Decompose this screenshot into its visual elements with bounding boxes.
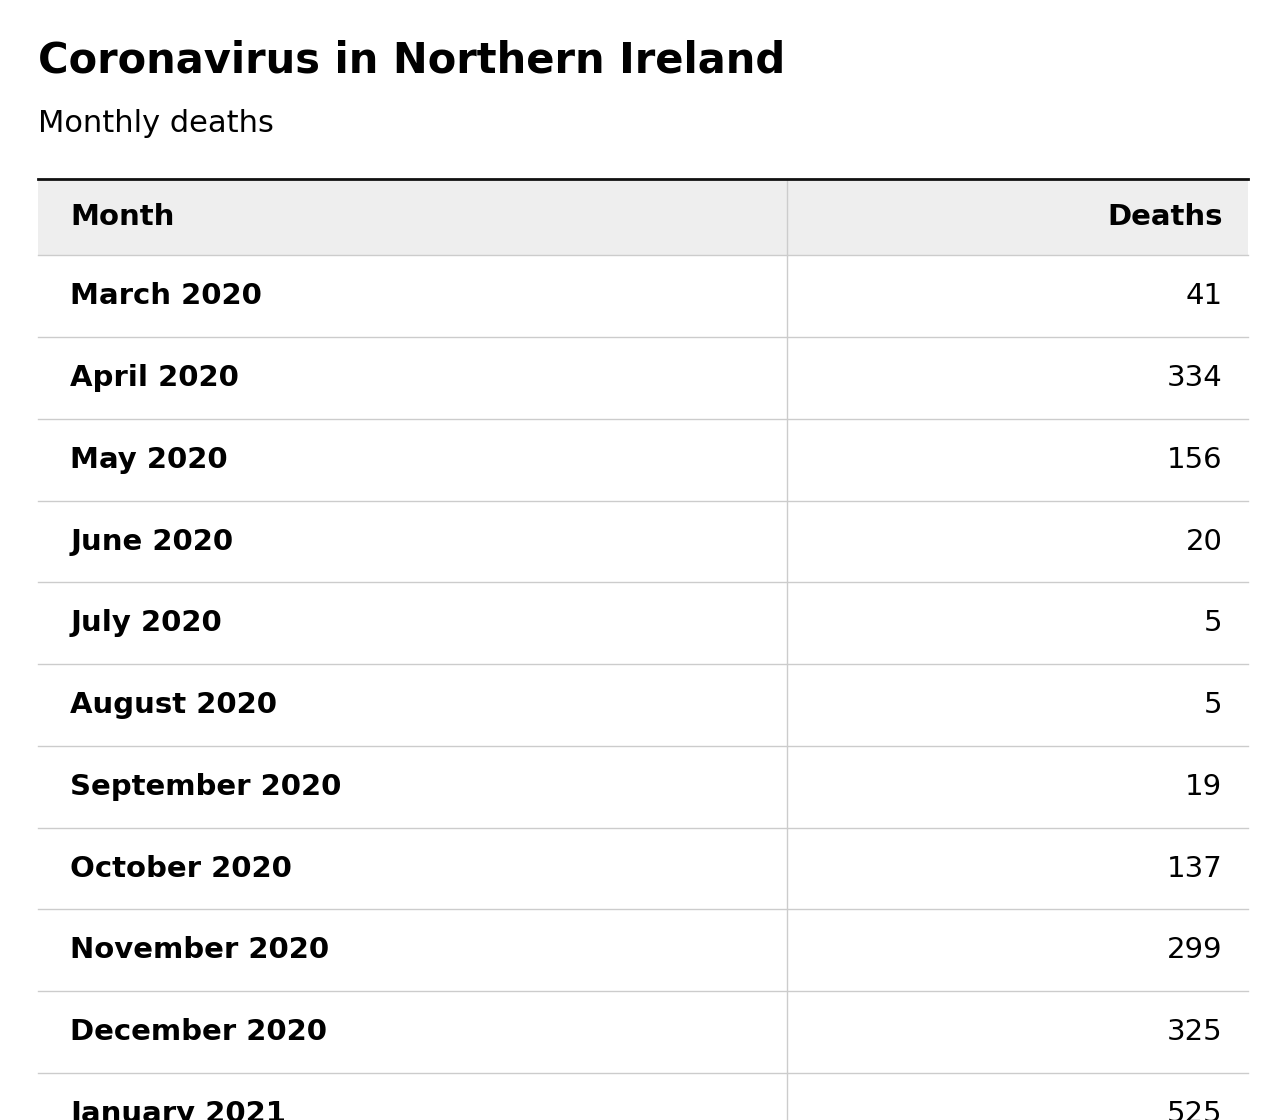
Text: May 2020: May 2020 <box>70 446 228 474</box>
Text: April 2020: April 2020 <box>70 364 239 392</box>
Text: September 2020: September 2020 <box>70 773 342 801</box>
Text: 299: 299 <box>1167 936 1222 964</box>
Text: 5: 5 <box>1204 609 1222 637</box>
Text: Month: Month <box>70 204 175 232</box>
Text: 41: 41 <box>1185 282 1222 310</box>
Text: Coronavirus in Northern Ireland: Coronavirus in Northern Ireland <box>38 39 786 82</box>
Text: January 2021: January 2021 <box>70 1100 287 1120</box>
Text: August 2020: August 2020 <box>70 691 278 719</box>
Text: July 2020: July 2020 <box>70 609 223 637</box>
Text: December 2020: December 2020 <box>70 1018 328 1046</box>
Text: Deaths: Deaths <box>1107 204 1222 232</box>
Text: March 2020: March 2020 <box>70 282 262 310</box>
Text: June 2020: June 2020 <box>70 528 233 556</box>
Bar <box>38 179 1248 255</box>
Text: 325: 325 <box>1167 1018 1222 1046</box>
Text: October 2020: October 2020 <box>70 855 292 883</box>
Text: 137: 137 <box>1166 855 1222 883</box>
Text: 19: 19 <box>1185 773 1222 801</box>
Text: 525: 525 <box>1167 1100 1222 1120</box>
Text: Monthly deaths: Monthly deaths <box>38 109 274 138</box>
Text: 5: 5 <box>1204 691 1222 719</box>
Text: 334: 334 <box>1166 364 1222 392</box>
Text: November 2020: November 2020 <box>70 936 329 964</box>
Text: 156: 156 <box>1167 446 1222 474</box>
Text: 20: 20 <box>1185 528 1222 556</box>
